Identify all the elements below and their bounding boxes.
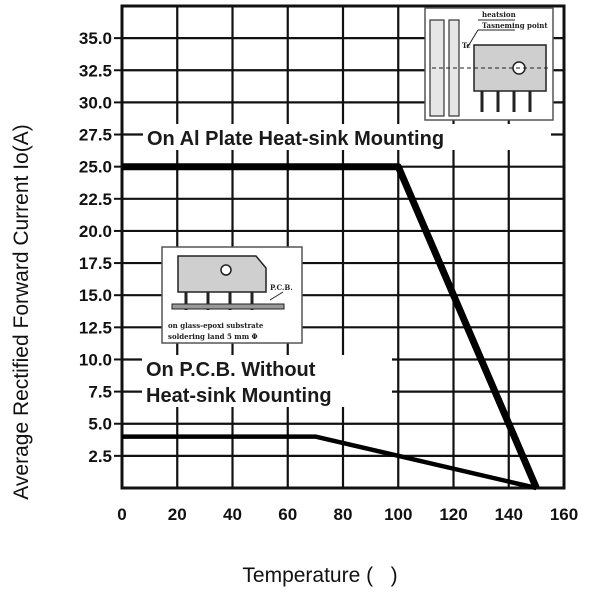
inset-label-tc: Tc [462,41,471,50]
y-tick-label-1: 5.0 [88,415,112,434]
y-axis-title: Average Rectified Forward Current Io(A) [10,124,33,499]
x-tick-label-4: 80 [334,505,353,524]
inset-pcb-drawing: P.C.B. on glass-epoxi substrate solderin… [161,246,303,344]
inset-label-heatsion: heatsion [482,10,516,19]
x-tick-label-2: 40 [223,505,242,524]
y-tick-label-10: 27.5 [79,126,112,145]
inset-label-pcb: P.C.B. [270,283,293,292]
y-tick-label-0: 2.5 [88,447,112,466]
y-tick-label-2: 7.5 [88,383,112,402]
y-tick-label-7: 20.0 [79,222,112,241]
inset-label-tasneming-point: Tasneming point [482,21,548,30]
series-group [122,163,540,491]
inset-label-soldering-land: soldering land 5 mm Φ [168,332,258,341]
series-line-1 [122,434,537,491]
y-tick-label-5: 15.0 [79,286,112,305]
x-tick-label-7: 140 [495,505,523,524]
x-tick-label-5: 100 [384,505,412,524]
y-tick-label-4: 12.5 [79,318,112,337]
x-tick-label-3: 60 [278,505,297,524]
inset-label-substrate: on glass-epoxi substrate [168,321,264,330]
x-tick-labels: 0 20 40 60 80 100 120 140 160 [117,505,578,524]
y-tick-label-6: 17.5 [79,254,112,273]
y-tick-label-8: 22.5 [79,190,112,209]
series-line-0 [122,163,540,490]
annotation-al-plate: On Al Plate Heat-sink Mounting [143,124,551,150]
annotation-al-plate-text: On Al Plate Heat-sink Mounting [147,128,444,150]
y-tick-label-12: 32.5 [79,61,112,80]
x-tick-label-0: 0 [117,505,126,524]
inset-heatsink-drawing: heatsion Tc Tasneming point [424,7,554,121]
x-axis-title: Temperature ( ) [242,564,397,587]
annotation-pcb-line-1: On P.C.B. Without [146,359,316,381]
y-tick-label-3: 10.0 [79,350,112,369]
y-tick-label-11: 30.0 [79,93,112,112]
x-tick-label-6: 120 [439,505,467,524]
y-tick-label-9: 25.0 [79,158,112,177]
annotation-pcb-line-2: Heat-sink Mounting [146,385,332,407]
y-tick-label-13: 35.0 [79,29,112,48]
x-tick-label-1: 20 [168,505,187,524]
annotation-pcb: On P.C.B. Without Heat-sink Mounting [142,355,392,407]
y-tick-labels: 2.5 5.0 7.5 10.0 12.5 15.0 17.5 20.0 22.5 25.0 27.… [79,29,122,466]
x-tick-label-8: 160 [550,505,578,524]
